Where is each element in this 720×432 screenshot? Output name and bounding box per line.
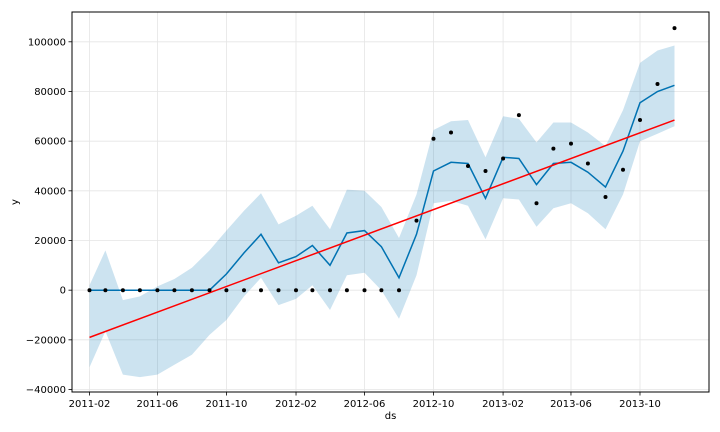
y-axis-title: y bbox=[10, 199, 21, 205]
y-tick-label: −20000 bbox=[26, 335, 66, 346]
y-tick-label: 100000 bbox=[28, 37, 66, 48]
x-tick-label: 2012-02 bbox=[275, 399, 317, 410]
observed-point bbox=[328, 288, 332, 293]
x-tick-label: 2013-10 bbox=[619, 399, 661, 410]
observed-point bbox=[516, 113, 521, 118]
observed-point bbox=[585, 161, 590, 166]
uncertainty-band bbox=[89, 45, 675, 378]
x-tick-label: 2012-10 bbox=[413, 399, 455, 410]
observed-point bbox=[276, 288, 281, 293]
y-tick-label: 20000 bbox=[34, 236, 66, 247]
observed-point bbox=[414, 218, 419, 223]
observed-point bbox=[103, 288, 108, 293]
observed-point bbox=[224, 288, 229, 293]
observed-point bbox=[242, 288, 246, 293]
observed-point bbox=[87, 288, 92, 293]
observed-points bbox=[87, 26, 677, 293]
x-axis: 2011-02 2011-06 2011-10 2012-02 2012-06 2012-… bbox=[69, 392, 661, 410]
trend-line bbox=[89, 119, 675, 339]
y-tick-label: 0 bbox=[60, 286, 66, 297]
observed-point bbox=[621, 167, 625, 172]
observed-point bbox=[259, 288, 263, 293]
observed-point bbox=[672, 26, 677, 31]
y-tick-label: −40000 bbox=[26, 385, 66, 396]
y-tick-label: 40000 bbox=[34, 186, 66, 197]
y-tick-label: 80000 bbox=[34, 87, 66, 98]
x-tick-label: 2013-02 bbox=[482, 399, 524, 410]
observed-point bbox=[603, 195, 608, 199]
observed-point bbox=[638, 118, 642, 122]
forecast-line bbox=[89, 84, 675, 291]
x-tick-label: 2011-06 bbox=[137, 399, 179, 410]
observed-point bbox=[551, 146, 556, 151]
observed-point bbox=[655, 82, 660, 86]
observed-point bbox=[310, 288, 315, 293]
observed-point bbox=[397, 288, 401, 293]
observed-point bbox=[362, 288, 367, 293]
x-axis-title: ds bbox=[385, 411, 397, 422]
observed-point bbox=[449, 130, 453, 135]
observed-point bbox=[534, 201, 539, 206]
observed-point bbox=[189, 288, 194, 293]
x-tick-label: 2011-10 bbox=[206, 399, 248, 410]
observed-point bbox=[294, 288, 298, 293]
y-tick-label: 60000 bbox=[34, 137, 66, 148]
observed-point bbox=[501, 156, 506, 161]
observed-point bbox=[207, 288, 212, 293]
observed-point bbox=[172, 288, 177, 293]
y-axis: −40000 −20000 0 20000 40000 60000 80000 100000 bbox=[26, 37, 72, 396]
x-tick-label: 2013-06 bbox=[550, 399, 592, 410]
x-tick-label: 2011-02 bbox=[69, 399, 111, 410]
x-tick-label: 2012-06 bbox=[344, 399, 386, 410]
observed-point bbox=[379, 288, 384, 293]
observed-point bbox=[344, 288, 349, 293]
observed-point bbox=[466, 164, 470, 168]
observed-point bbox=[569, 141, 573, 146]
observed-point bbox=[137, 288, 142, 293]
observed-point bbox=[483, 169, 488, 173]
grid bbox=[72, 12, 709, 392]
observed-point bbox=[155, 288, 160, 293]
plot-frame bbox=[71, 11, 710, 393]
observed-point bbox=[431, 136, 436, 141]
observed-point bbox=[120, 288, 125, 293]
